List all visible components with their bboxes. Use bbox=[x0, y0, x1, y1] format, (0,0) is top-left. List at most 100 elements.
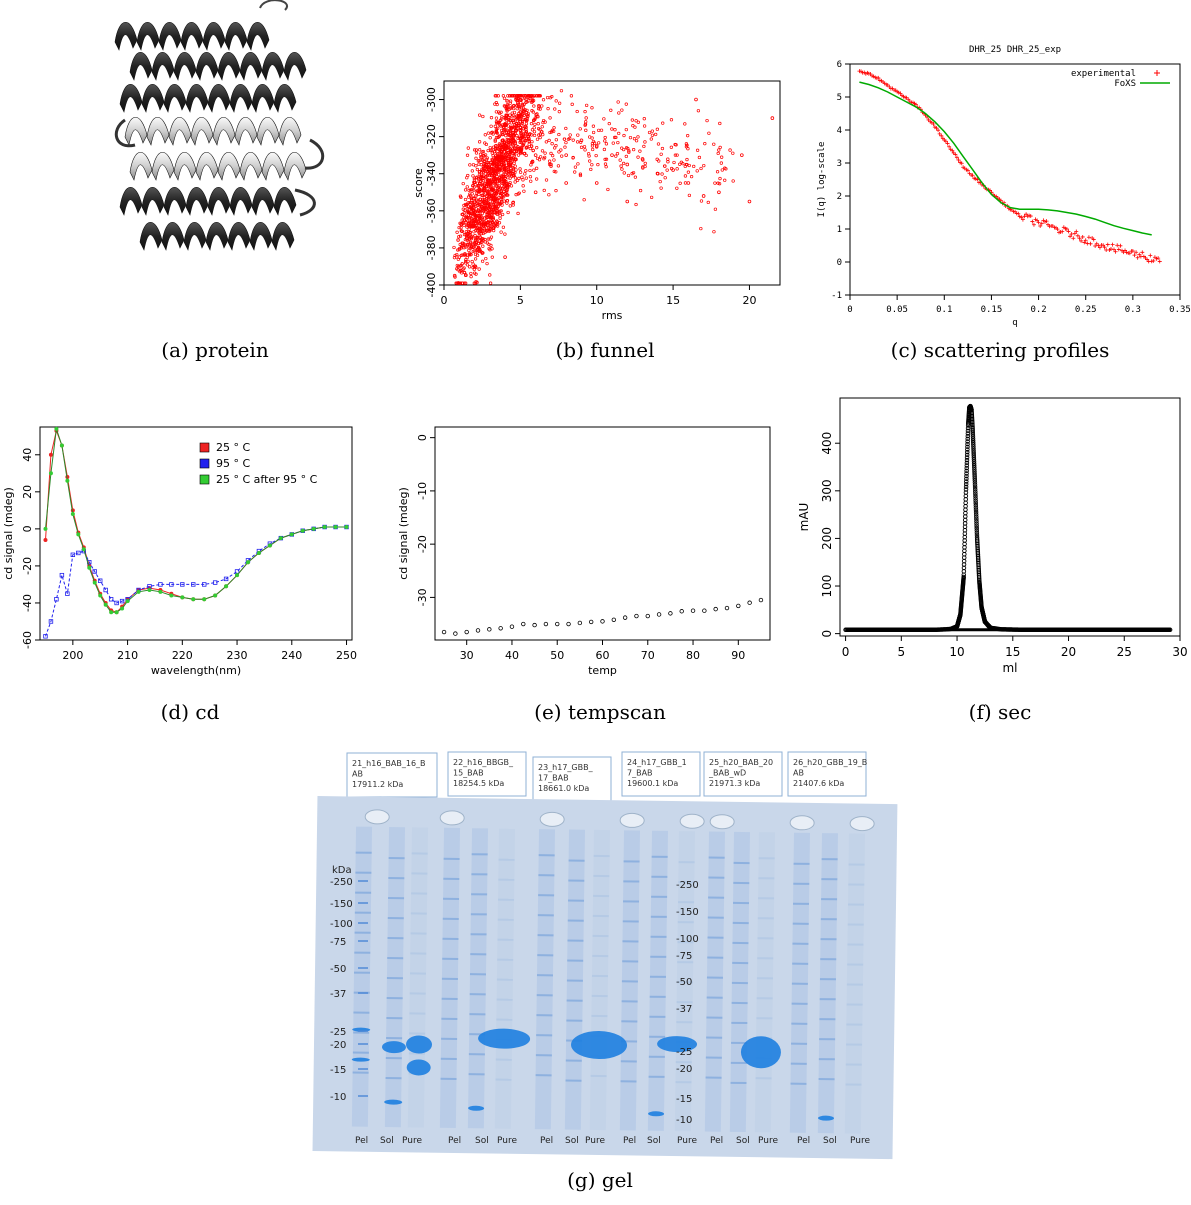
funnel-point bbox=[513, 180, 517, 184]
experimental-point bbox=[1102, 245, 1107, 250]
funnel-point bbox=[602, 147, 607, 152]
x-tick-label: 0.15 bbox=[981, 305, 1003, 315]
gel-well bbox=[364, 809, 390, 825]
gel-faint-band bbox=[677, 921, 694, 924]
funnel-point bbox=[515, 104, 519, 108]
funnel-point bbox=[554, 144, 558, 148]
funnel-point bbox=[515, 123, 519, 128]
funnel-point bbox=[474, 164, 478, 168]
funnel-point bbox=[501, 94, 506, 98]
funnel-point bbox=[491, 145, 496, 149]
gel-lane-smear bbox=[467, 828, 489, 1129]
funnel-point bbox=[463, 261, 468, 265]
funnel-point bbox=[594, 181, 599, 185]
funnel-point bbox=[485, 212, 489, 217]
funnel-point bbox=[475, 167, 479, 172]
gel-faint-band bbox=[411, 852, 428, 855]
gel-faint-band bbox=[498, 898, 515, 901]
sec-point bbox=[963, 487, 969, 492]
funnel-point bbox=[489, 124, 493, 128]
funnel-point bbox=[506, 94, 510, 98]
funnel-point bbox=[521, 106, 525, 110]
gel-faint-band bbox=[819, 998, 836, 1001]
funnel-point bbox=[466, 234, 470, 238]
experimental-point bbox=[1110, 242, 1115, 247]
gel-panel: 21_h16_BAB_16_B AB 17911.2 kDa 22_h16_BBGB_… bbox=[300, 745, 900, 1160]
tempscan-point bbox=[521, 621, 526, 627]
funnel-point bbox=[589, 167, 593, 172]
funnel-point bbox=[452, 256, 457, 260]
funnel-point bbox=[552, 169, 556, 174]
gel-lane-label: Pel bbox=[710, 1136, 723, 1146]
funnel-point bbox=[656, 171, 660, 176]
funnel-point bbox=[669, 118, 674, 122]
gel-lane-smear bbox=[674, 831, 696, 1132]
funnel-point bbox=[604, 157, 609, 161]
helix-turn bbox=[195, 151, 219, 181]
funnel-point bbox=[481, 149, 485, 154]
funnel-point bbox=[497, 134, 502, 138]
helix-turn bbox=[114, 21, 138, 51]
gel-label-box-frame bbox=[621, 751, 701, 797]
funnel-point bbox=[718, 176, 722, 181]
gel-well bbox=[709, 814, 735, 830]
experimental-point bbox=[970, 173, 975, 178]
gel-faint-band bbox=[820, 918, 837, 921]
funnel-point bbox=[480, 199, 484, 204]
funnel-point bbox=[511, 143, 515, 148]
funnel-point bbox=[683, 174, 688, 178]
funnel-point bbox=[616, 140, 620, 145]
funnel-point bbox=[596, 163, 600, 167]
funnel-point bbox=[481, 237, 485, 241]
gel-faint-band bbox=[537, 914, 554, 917]
gel-protein-band bbox=[648, 1111, 665, 1117]
gel-faint-band bbox=[591, 974, 608, 978]
gel-faint-band bbox=[820, 938, 837, 941]
sec-point bbox=[964, 473, 969, 479]
funnel-point bbox=[613, 135, 617, 140]
funnel-point bbox=[675, 153, 679, 157]
gel-ladder-mark-right: -150 bbox=[676, 907, 699, 918]
funnel-point bbox=[483, 175, 488, 179]
funnel-point bbox=[507, 138, 511, 142]
funnel-point bbox=[456, 281, 460, 285]
funnel-point bbox=[549, 164, 553, 168]
x-tick-label: 80 bbox=[686, 649, 700, 662]
funnel-point bbox=[489, 235, 494, 239]
funnel-point bbox=[634, 139, 639, 143]
gel-faint-band bbox=[731, 1021, 748, 1025]
funnel-point bbox=[526, 134, 530, 139]
funnel-point bbox=[494, 190, 498, 195]
funnel-point bbox=[469, 245, 474, 249]
x-tick-label: 0 bbox=[847, 305, 852, 315]
funnel-point bbox=[724, 167, 728, 171]
gel-ladder-band bbox=[358, 1043, 368, 1045]
cd-point bbox=[191, 597, 196, 602]
funnel-point bbox=[473, 236, 478, 240]
sec-point bbox=[973, 500, 978, 506]
plot-frame bbox=[434, 426, 771, 641]
funnel-point bbox=[656, 142, 661, 146]
gel-faint-band bbox=[387, 957, 404, 960]
funnel-point bbox=[517, 191, 521, 195]
funnel-point bbox=[518, 94, 522, 98]
funnel-point bbox=[509, 149, 513, 153]
gel-faint-band bbox=[355, 851, 372, 854]
gel-faint-band bbox=[848, 863, 865, 866]
funnel-point bbox=[470, 192, 474, 196]
caption-a: (a) protein bbox=[161, 338, 269, 362]
funnel-point bbox=[564, 140, 568, 145]
funnel-point bbox=[699, 166, 703, 171]
funnel-point bbox=[467, 265, 472, 269]
experimental-point bbox=[1135, 255, 1140, 260]
funnel-point bbox=[511, 167, 516, 171]
funnel-point bbox=[703, 142, 707, 146]
funnel-point bbox=[585, 103, 589, 107]
sec-point bbox=[972, 465, 977, 470]
experimental-point bbox=[943, 139, 948, 144]
gel-faint-band bbox=[730, 1081, 747, 1085]
gel-faint-band bbox=[442, 917, 459, 921]
gel-ladder-mark-left: -20 bbox=[330, 1040, 346, 1051]
